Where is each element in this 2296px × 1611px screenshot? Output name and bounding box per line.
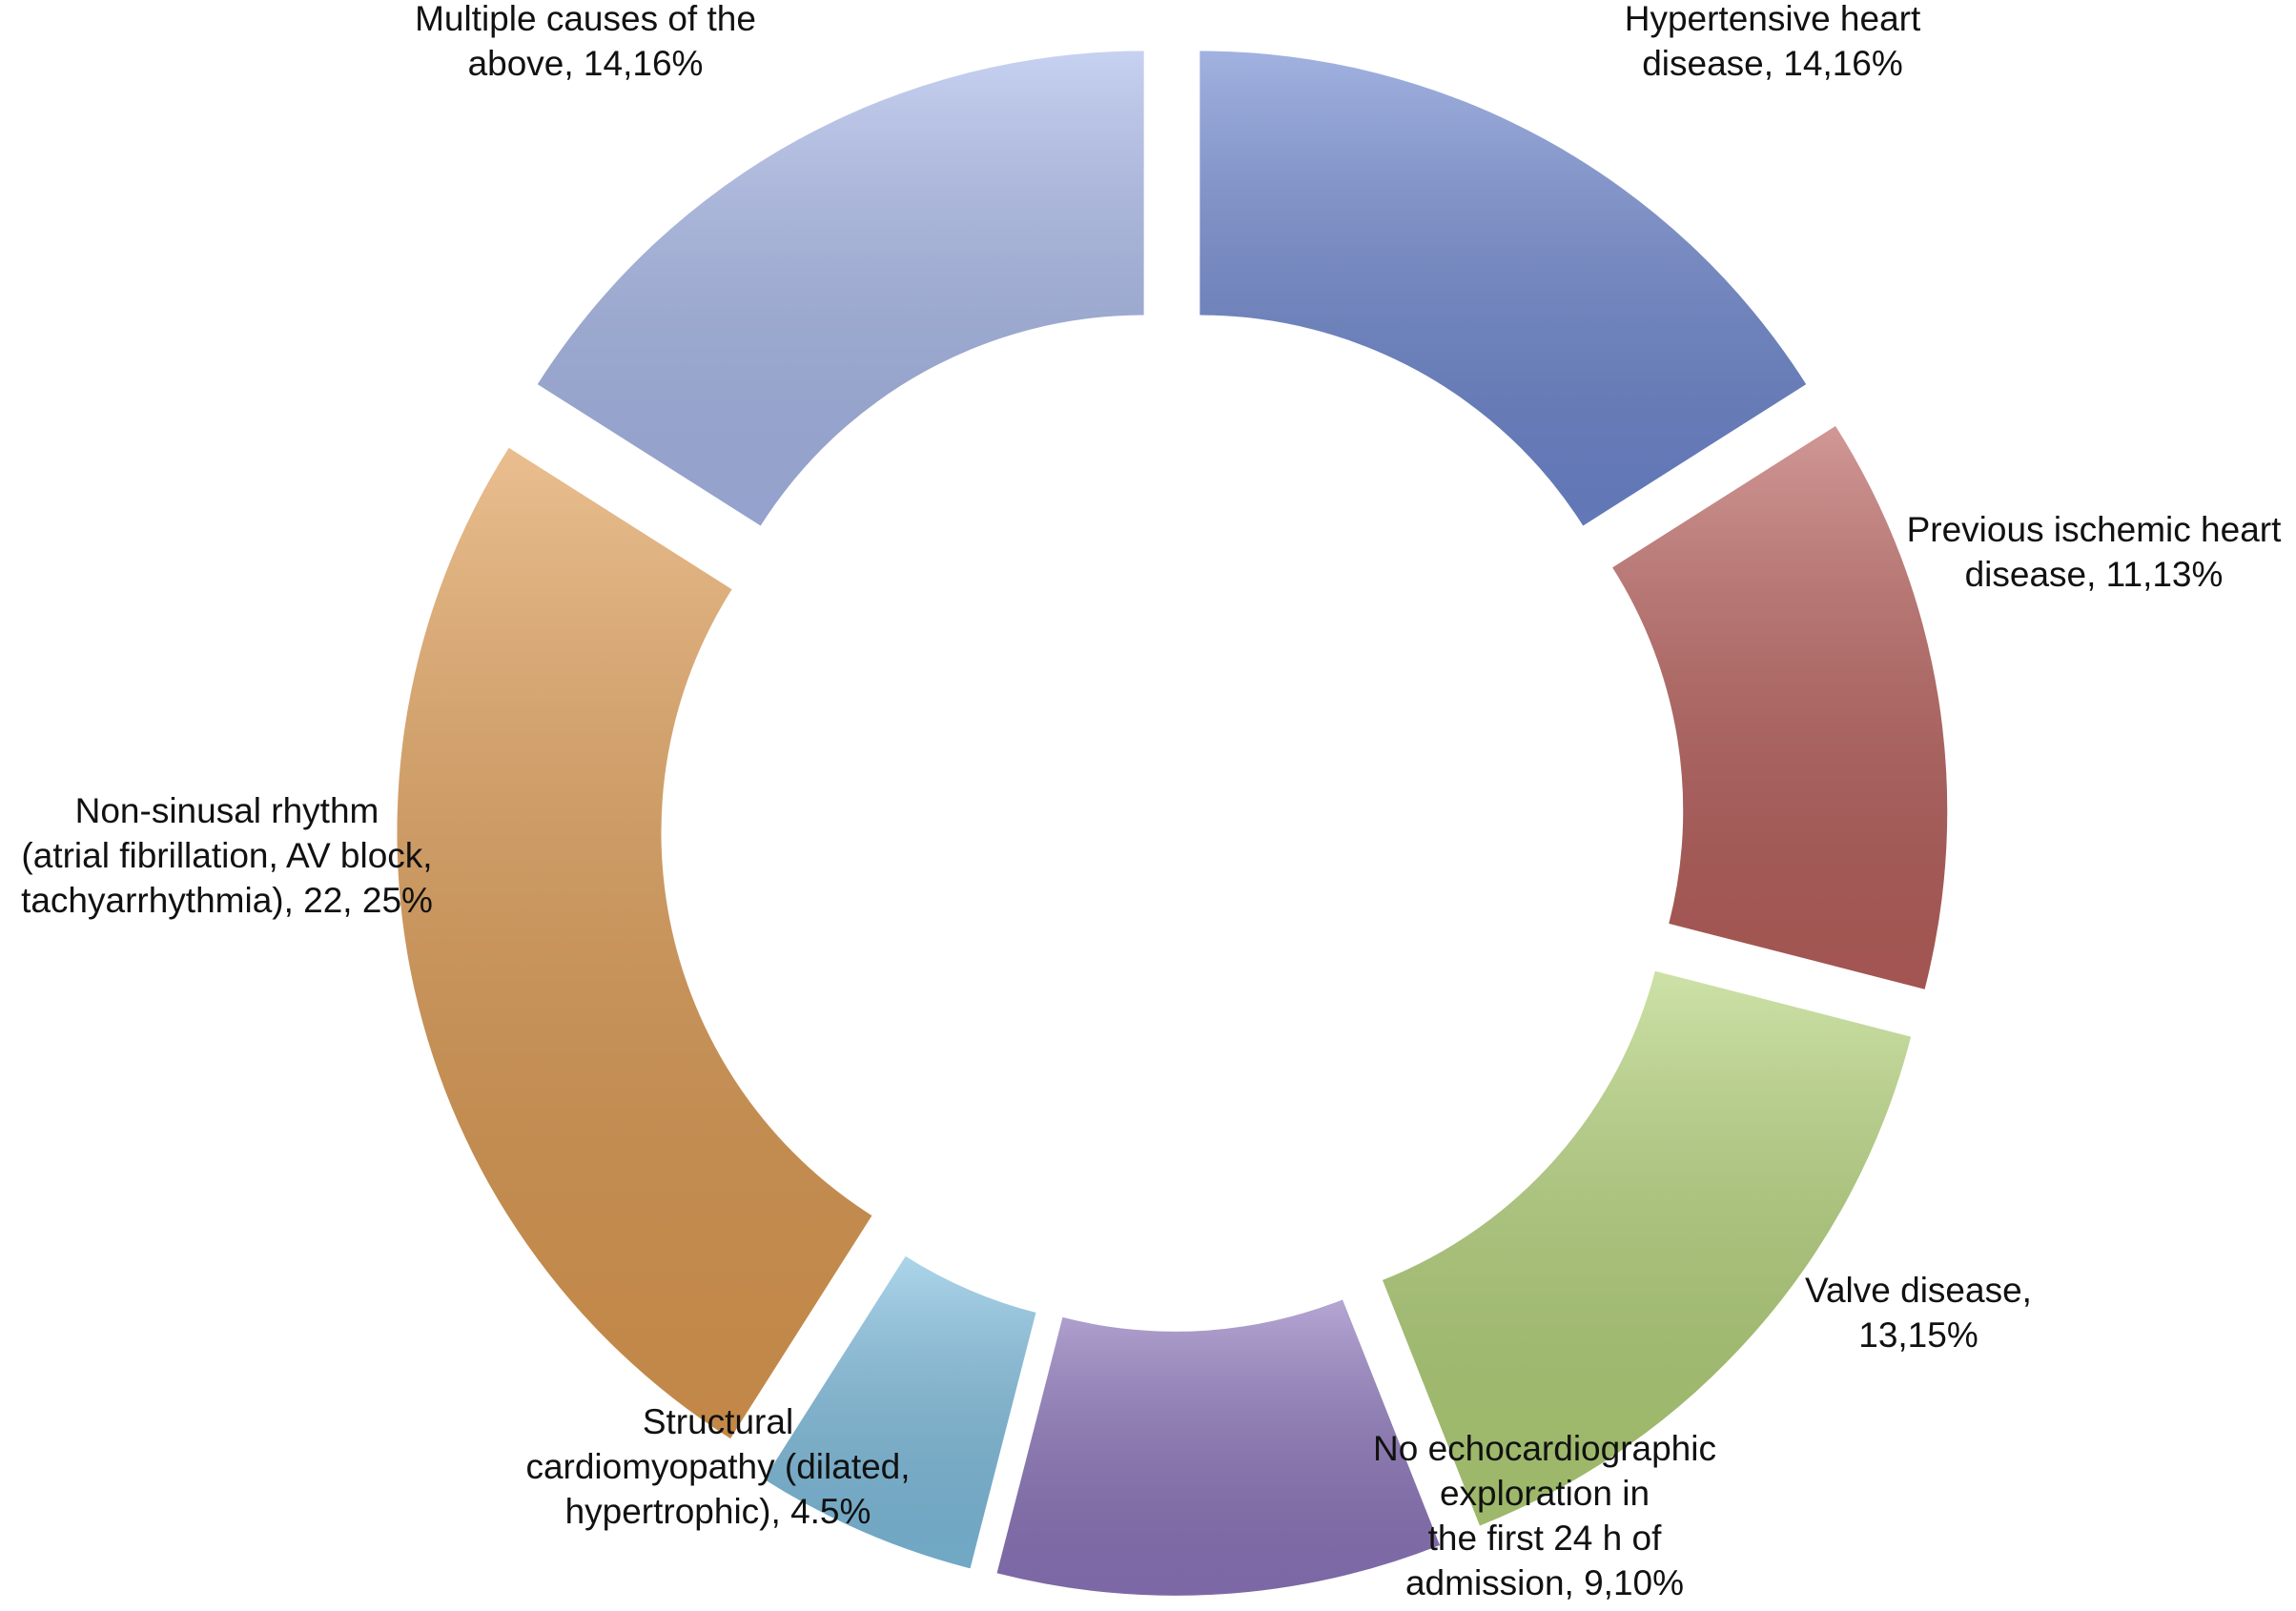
segment-shading	[764, 1255, 1036, 1569]
segment-label: Structural cardiomyopathy (dilated, hype…	[525, 1402, 911, 1531]
segment-shading	[397, 447, 872, 1439]
segment-label: Previous ischemic heart disease, 11,13%	[1906, 510, 2282, 594]
segment-shading	[1382, 970, 1912, 1526]
segment-shading	[1612, 425, 1948, 989]
segment-shading	[537, 51, 1144, 526]
segment-label: Valve disease, 13,15%	[1805, 1271, 2032, 1355]
segment-label: Non-sinusal rhythm (atrial fibrillation,…	[21, 791, 433, 920]
segment-label: Multiple causes of the above, 14,16%	[415, 0, 756, 83]
segment-shading	[996, 1299, 1441, 1596]
segment-shading	[1199, 51, 1807, 526]
segment-label: Hypertensive heart disease, 14,16%	[1624, 0, 1921, 83]
segment-label: No echocardiographic exploration in the …	[1373, 1429, 1716, 1602]
